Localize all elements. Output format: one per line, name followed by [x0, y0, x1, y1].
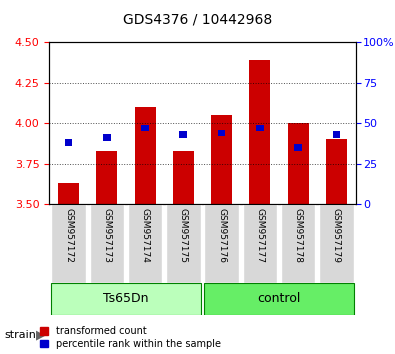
Text: Ts65Dn: Ts65Dn: [103, 292, 149, 306]
Text: GSM957172: GSM957172: [64, 208, 73, 263]
Text: control: control: [257, 292, 301, 306]
FancyBboxPatch shape: [256, 125, 264, 131]
Bar: [58, 183, 79, 204]
FancyBboxPatch shape: [90, 204, 124, 283]
Bar: [135, 107, 156, 204]
Bar: [173, 150, 194, 204]
FancyBboxPatch shape: [204, 283, 354, 315]
FancyBboxPatch shape: [333, 131, 340, 138]
FancyBboxPatch shape: [204, 204, 239, 283]
Text: GSM957174: GSM957174: [141, 208, 150, 263]
FancyBboxPatch shape: [243, 204, 277, 283]
Text: GSM957179: GSM957179: [332, 208, 341, 263]
FancyBboxPatch shape: [141, 125, 149, 131]
Bar: [288, 123, 308, 204]
Bar: [211, 115, 232, 204]
Text: GSM957178: GSM957178: [293, 208, 303, 263]
FancyBboxPatch shape: [218, 130, 226, 136]
FancyBboxPatch shape: [166, 204, 201, 283]
Text: GSM957176: GSM957176: [217, 208, 226, 263]
Bar: [249, 60, 270, 204]
Bar: [326, 139, 347, 204]
Text: GSM957175: GSM957175: [179, 208, 188, 263]
FancyBboxPatch shape: [179, 131, 187, 138]
Bar: [96, 150, 117, 204]
FancyBboxPatch shape: [51, 204, 86, 283]
FancyBboxPatch shape: [128, 204, 162, 283]
Text: strain: strain: [4, 330, 36, 339]
Text: GDS4376 / 10442968: GDS4376 / 10442968: [123, 12, 272, 27]
Text: GSM957177: GSM957177: [255, 208, 264, 263]
FancyBboxPatch shape: [65, 139, 72, 146]
Text: GSM957173: GSM957173: [102, 208, 111, 263]
FancyBboxPatch shape: [51, 283, 201, 315]
FancyBboxPatch shape: [281, 204, 315, 283]
Legend: transformed count, percentile rank within the sample: transformed count, percentile rank withi…: [40, 326, 221, 349]
FancyBboxPatch shape: [103, 135, 111, 141]
Text: ▶: ▶: [36, 328, 45, 341]
FancyBboxPatch shape: [294, 144, 302, 150]
FancyBboxPatch shape: [319, 204, 354, 283]
